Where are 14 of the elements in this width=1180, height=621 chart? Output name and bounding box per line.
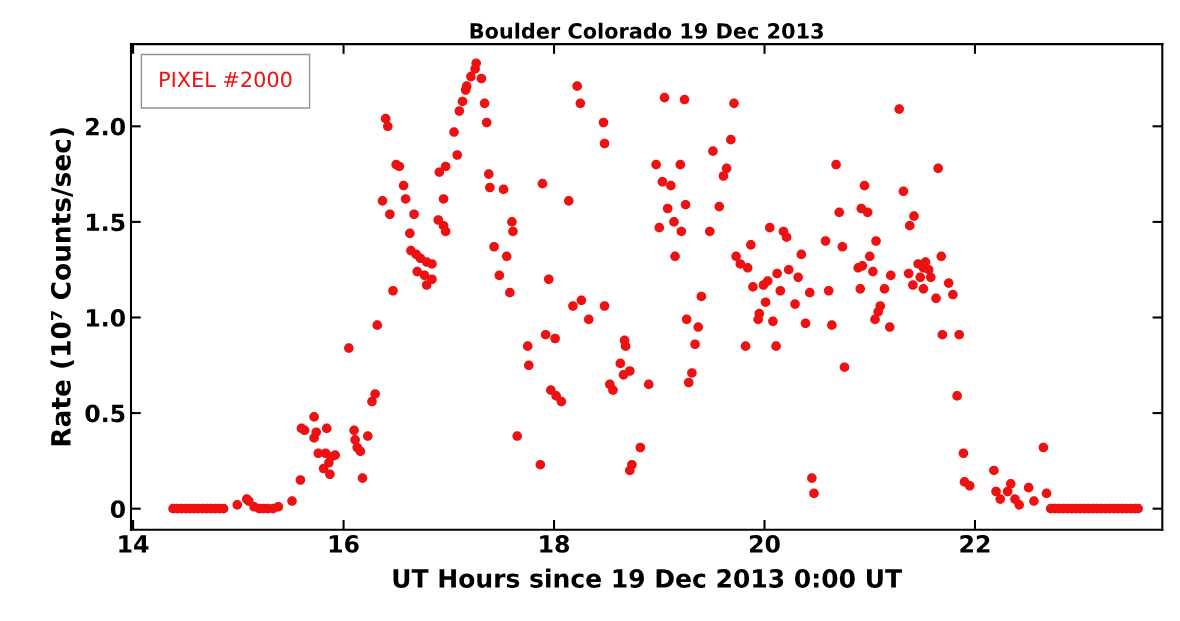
x-tick-label: 22 (960, 534, 990, 553)
x-tick-label: 14 (119, 535, 149, 553)
x-axis-title: UT Hours since 19 Dec 2013 0:00 UT (393, 568, 902, 588)
x-tick-label: 18 (540, 534, 569, 553)
y-tick-label: 2.0 (86, 117, 125, 136)
y-axis-title: Rate (10⁷ Counts/sec) (50, 128, 74, 446)
y-tick-label: 1.5 (86, 213, 125, 232)
x-tick-label: 16 (329, 535, 359, 553)
text: PIXEL #2000 (160, 71, 292, 88)
chart-title: Boulder Colorado 19 Dec 2013 (470, 22, 823, 39)
y-tick-label: 1.0 (86, 308, 125, 327)
y-tick-label: 0.5 (85, 404, 125, 423)
x-tick-label: 20 (749, 534, 780, 553)
y-tick-label: 0 (110, 500, 125, 518)
